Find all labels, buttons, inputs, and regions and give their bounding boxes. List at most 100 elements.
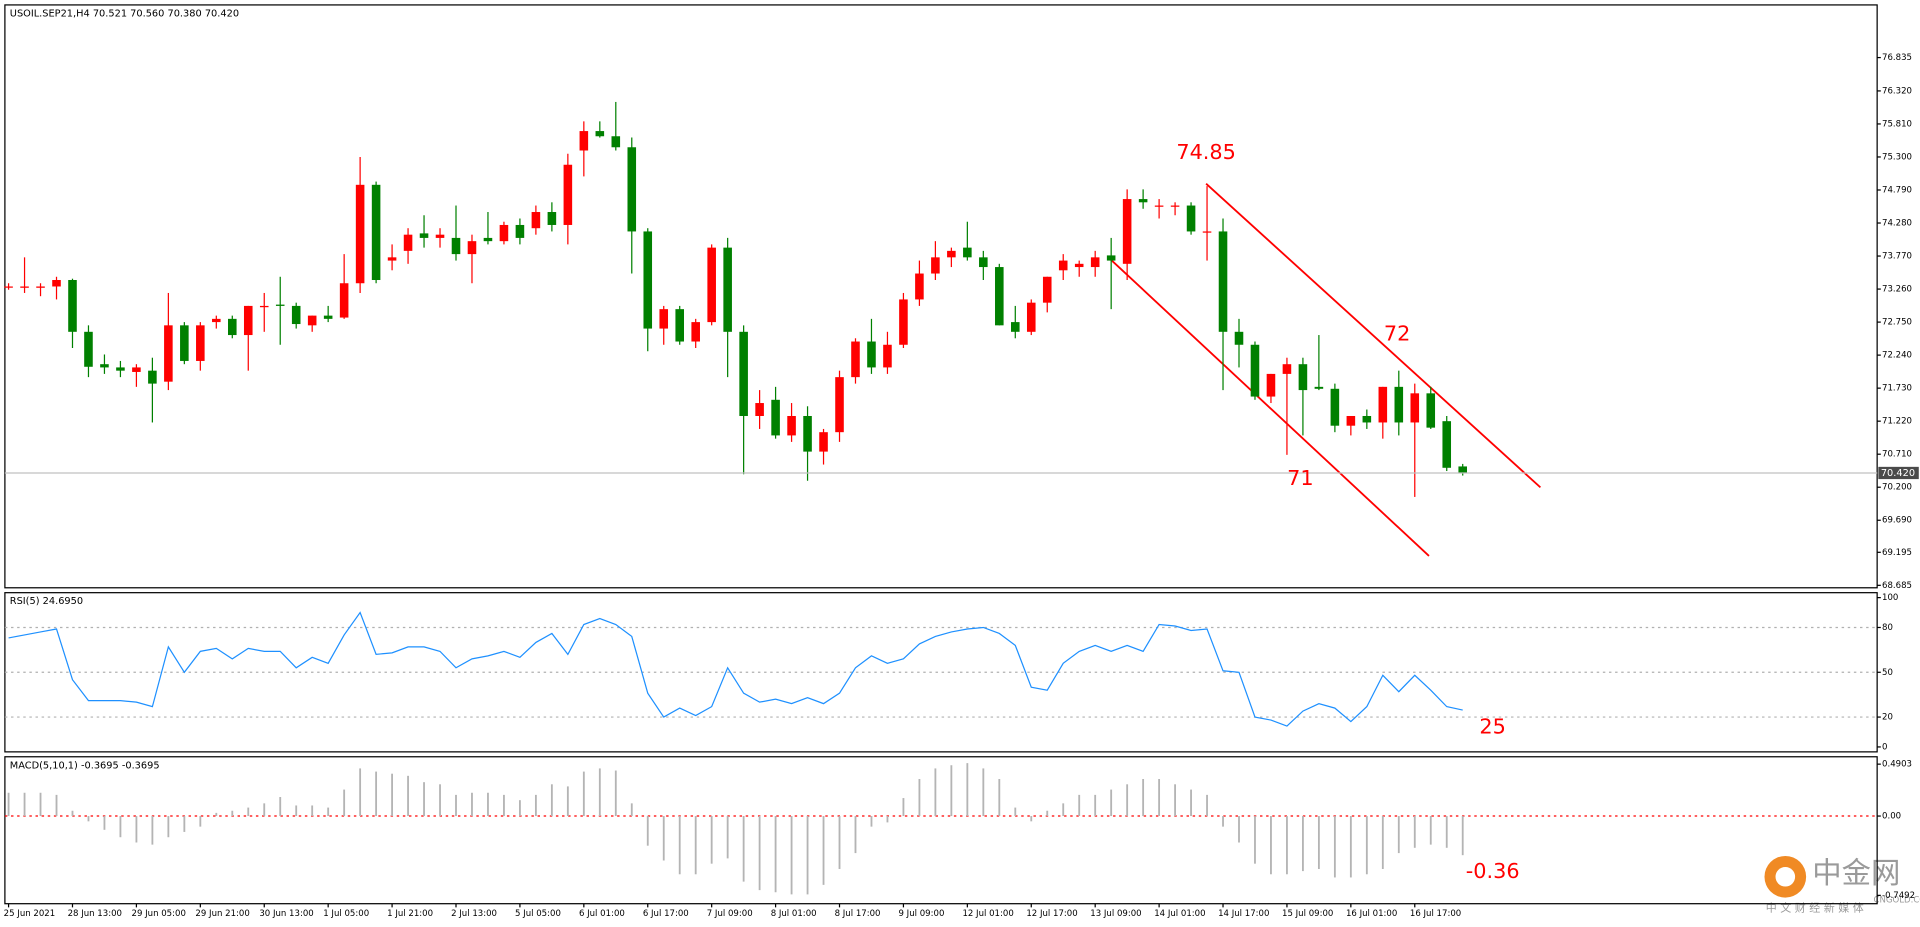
candle-body — [212, 318, 221, 323]
candle-body — [1314, 386, 1324, 389]
candle-body — [1282, 364, 1292, 374]
x-tick-label: 7 Jul 09:00 — [707, 909, 753, 919]
candle-body — [851, 341, 860, 378]
candle-body — [691, 322, 700, 342]
y-tick-label: 73.260 — [1882, 285, 1912, 295]
candle-body — [148, 370, 157, 384]
candle-body — [419, 233, 429, 238]
candle-body — [1266, 373, 1276, 397]
candle-body — [483, 237, 493, 242]
panel-title: MACD(5,10,1) -0.3695 -0.3695 — [10, 760, 160, 771]
price-label: 70.420 — [1881, 468, 1915, 479]
candle-body — [675, 309, 684, 342]
y-tick-label: 70.710 — [1882, 450, 1912, 460]
candle-body — [291, 305, 301, 325]
candle-body — [1138, 199, 1148, 203]
x-tick-label: 8 Jul 17:00 — [835, 909, 881, 919]
y-tick-label: -0.7492 — [1882, 891, 1915, 901]
candle-body — [323, 315, 333, 319]
candle-body — [1410, 393, 1420, 423]
candle-body — [1058, 260, 1068, 271]
candle-body — [579, 131, 589, 151]
candle-body — [531, 212, 541, 229]
candle-body — [196, 325, 205, 361]
watermark-tagline: 中 文 财 经 新 媒 体 — [1766, 901, 1864, 915]
x-tick-label: 6 Jul 17:00 — [643, 909, 689, 919]
candle-body — [1426, 393, 1436, 428]
x-tick-label: 30 Jun 13:00 — [259, 909, 313, 919]
price-box — [1878, 466, 1919, 480]
candle-body — [1186, 205, 1196, 232]
y-tick-label: 72.240 — [1882, 351, 1912, 361]
x-tick-label: 8 Jul 01:00 — [771, 909, 817, 919]
candle-body — [627, 147, 637, 232]
candle-body — [1250, 344, 1260, 397]
y-tick-label: 69.195 — [1882, 548, 1912, 558]
candle-body — [467, 241, 477, 255]
y-tick-label: 72.750 — [1882, 318, 1912, 328]
y-tick-label: 75.300 — [1882, 152, 1912, 162]
candle-body — [883, 344, 892, 368]
annotation: 72 — [1384, 321, 1410, 345]
x-tick-label: 9 Jul 09:00 — [899, 909, 945, 919]
candle-body — [1202, 231, 1212, 233]
candle-body — [1234, 331, 1244, 345]
candle-body — [515, 224, 525, 238]
candle-body — [243, 305, 253, 336]
candle-body — [979, 257, 988, 268]
candle-body — [100, 364, 109, 368]
y-tick-label: 74.280 — [1882, 219, 1912, 229]
x-tick-label: 12 Jul 17:00 — [1026, 909, 1077, 919]
candle-body — [803, 415, 812, 452]
candle-body — [435, 234, 445, 238]
watermark-name: 中金网 — [1812, 856, 1900, 890]
candle-body — [52, 280, 61, 287]
candle-body — [819, 432, 828, 452]
candle-body — [1330, 388, 1340, 426]
channel-upper — [1205, 183, 1542, 489]
candle-body — [1122, 199, 1132, 264]
candle-body — [595, 131, 605, 137]
x-tick-label: 14 Jul 17:00 — [1218, 909, 1269, 919]
y-tick-label: 74.790 — [1882, 185, 1912, 195]
candle-body — [164, 325, 173, 382]
candle-body — [1218, 231, 1228, 332]
x-tick-label: 16 Jul 17:00 — [1410, 909, 1461, 919]
x-tick-label: 16 Jul 01:00 — [1346, 909, 1397, 919]
x-tick-label: 29 Jun 05:00 — [132, 909, 186, 919]
candle-body — [1026, 302, 1036, 332]
candle-body — [547, 212, 557, 225]
y-tick-label: 68.685 — [1882, 581, 1912, 591]
x-tick-label: 1 Jul 05:00 — [323, 909, 369, 919]
candle-body — [739, 331, 748, 416]
candle-body — [339, 283, 349, 318]
candle-body — [36, 286, 45, 288]
y-tick-label: 70.200 — [1882, 483, 1912, 493]
y-tick-label: 71.730 — [1882, 384, 1912, 394]
y-tick-label: 0.4903 — [1882, 760, 1912, 770]
x-tick-label: 13 Jul 09:00 — [1090, 909, 1141, 919]
x-tick-label: 1 Jul 21:00 — [387, 909, 433, 919]
candle-body — [228, 318, 237, 336]
candle-body — [659, 309, 669, 329]
candle-body — [4, 286, 13, 288]
candle-body — [771, 399, 780, 436]
panel-frame — [4, 4, 1878, 589]
candle-body — [355, 184, 365, 284]
annotation: -0.36 — [1466, 859, 1520, 883]
panel-frame — [4, 756, 1878, 905]
watermark: 中金网 CNGOLD.COM 中 文 财 经 新 媒 体 — [1764, 856, 1920, 915]
candle-body — [611, 136, 621, 148]
watermark-site: CNGOLD.COM — [1873, 896, 1920, 906]
candle-body — [1170, 205, 1180, 207]
candle-body — [1042, 276, 1052, 303]
x-tick-label: 5 Jul 05:00 — [515, 909, 561, 919]
y-tick-label: 80 — [1882, 623, 1893, 633]
candle-body — [259, 305, 269, 308]
y-tick-label: 0 — [1882, 742, 1887, 752]
x-tick-label: 6 Jul 01:00 — [579, 909, 625, 919]
candle-body — [1011, 322, 1020, 332]
y-tick-label: 20 — [1882, 713, 1893, 723]
